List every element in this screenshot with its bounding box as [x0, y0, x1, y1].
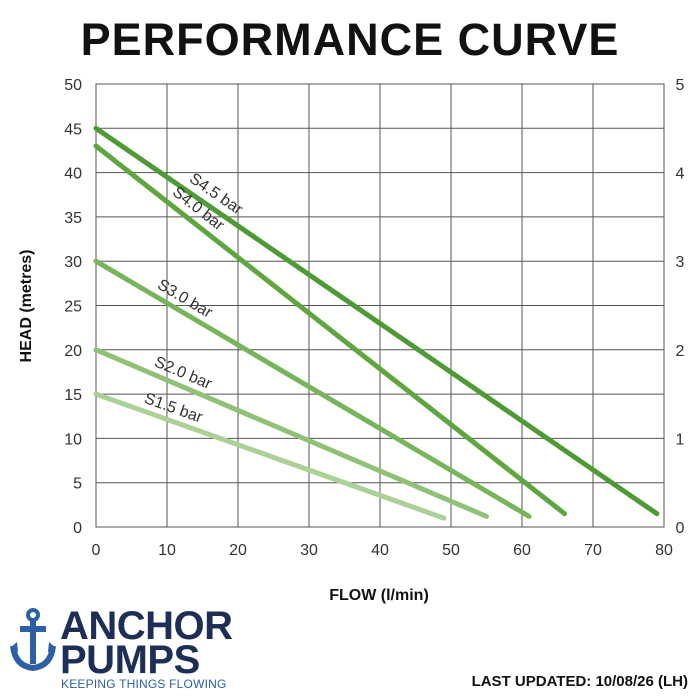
- series-line: [93, 391, 447, 521]
- chart-title: PERFORMANCE CURVE: [80, 14, 620, 65]
- x-tick-label: 0: [92, 542, 101, 559]
- series-line: [93, 258, 532, 519]
- plot-frame: [95, 83, 665, 528]
- y2-tick-label: 3: [676, 254, 685, 271]
- y-tick-label: 40: [64, 166, 82, 183]
- grid: [95, 83, 665, 528]
- last-updated: LAST UPDATED: 10/08/26 (LH): [471, 673, 688, 690]
- brand-tagline: KEEPING THINGS FLOWING: [61, 677, 227, 691]
- y-tick-label: 15: [64, 387, 82, 404]
- x-tick-label: 60: [513, 542, 531, 559]
- y-tick-label: 50: [64, 77, 82, 94]
- y2-tick-label: 5: [676, 77, 685, 94]
- y-tick-label: 10: [64, 431, 82, 448]
- x-tick-label: 40: [371, 542, 389, 559]
- y-axis-title: HEAD (metres): [18, 250, 35, 363]
- y-tick-label: 5: [73, 476, 82, 493]
- x-tick-label: 50: [442, 542, 460, 559]
- y-tick-label: 35: [64, 210, 82, 227]
- y2-tick-label: 2: [676, 343, 685, 360]
- y-tick-label: 20: [64, 343, 82, 360]
- x-tick-label: 70: [584, 542, 602, 559]
- y-tick-label: 0: [73, 520, 82, 537]
- brand-name-line1: ANCHOR: [60, 604, 233, 648]
- y-tick-label: 30: [64, 254, 82, 271]
- brand-name-line2: PUMPS: [60, 638, 200, 682]
- series-line: [93, 347, 489, 519]
- tick-labels: 0 10 20 30 40 50 60 70 8005101520253035404550012…: [64, 77, 684, 559]
- y2-tick-label: 0: [676, 520, 685, 537]
- x-tick-label: 10: [158, 542, 176, 559]
- y-tick-label: 25: [64, 299, 82, 316]
- x-tick-label: 80: [655, 542, 673, 559]
- brand-logo: ANCHOR PUMPS KEEPING THINGS FLOWING: [10, 606, 260, 692]
- x-tick-label: 30: [300, 542, 318, 559]
- x-axis-title: FLOW (l/min): [329, 587, 429, 604]
- x-tick-label: 20: [229, 542, 247, 559]
- y2-tick-label: 4: [676, 166, 685, 183]
- series-line: [93, 143, 568, 517]
- y-tick-label: 45: [64, 121, 82, 138]
- y2-tick-label: 1: [676, 431, 685, 448]
- anchor-icon: [10, 608, 56, 672]
- series-line: [93, 125, 660, 517]
